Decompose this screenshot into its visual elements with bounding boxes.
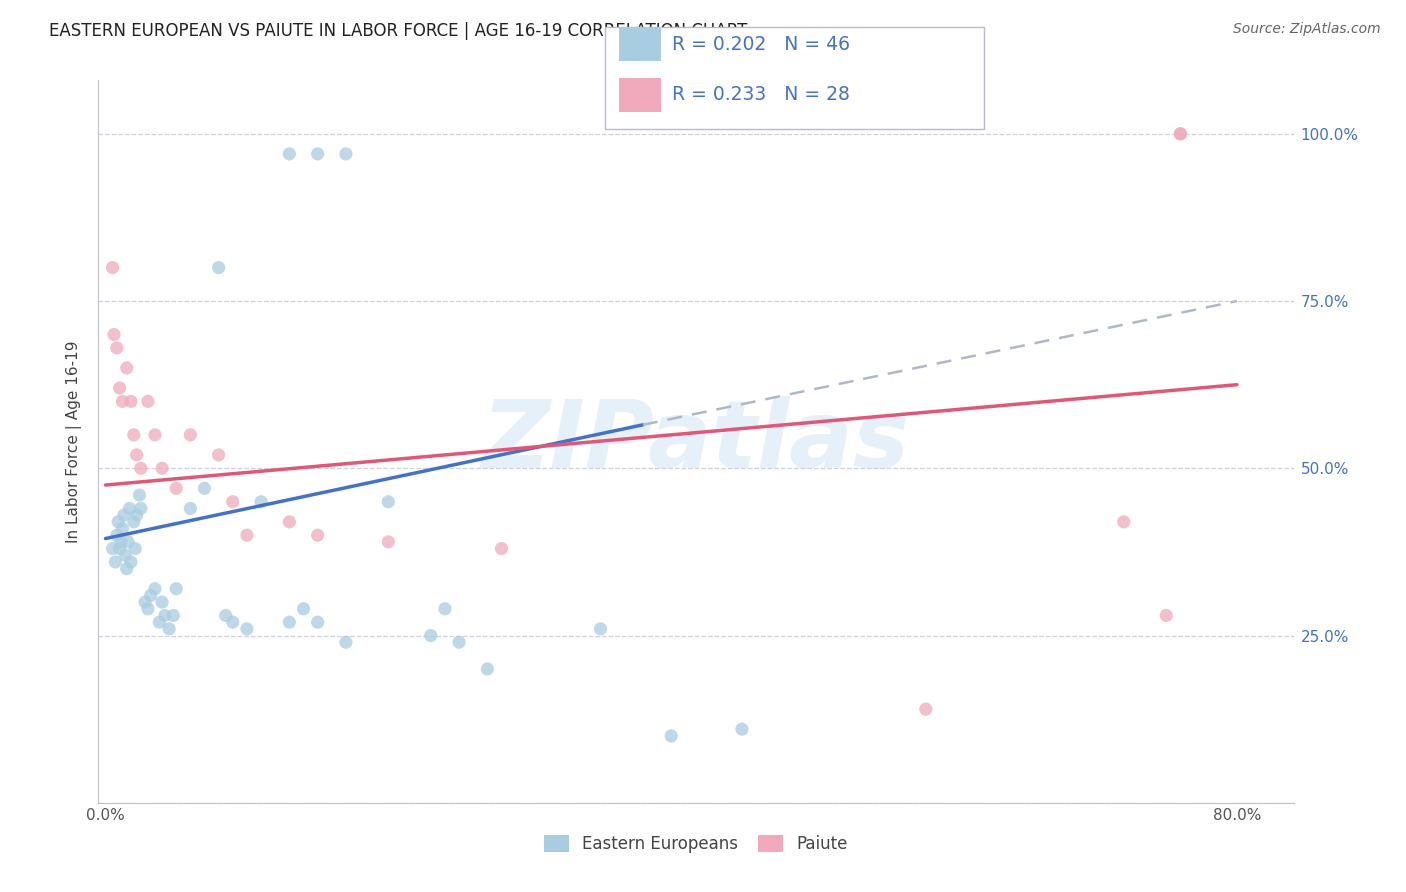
Point: [103, 327, 125, 342]
Point: [153, 608, 176, 623]
Point: [208, 448, 231, 462]
Point: [377, 534, 399, 549]
Point: [139, 589, 162, 603]
Point: [335, 635, 357, 649]
Text: ZIPatlas: ZIPatlas: [482, 395, 910, 488]
Point: [179, 501, 201, 516]
Point: [104, 555, 127, 569]
Point: [124, 541, 146, 556]
Legend: Eastern Europeans, Paiute: Eastern Europeans, Paiute: [537, 828, 855, 860]
Point: [105, 341, 128, 355]
Point: [419, 628, 441, 642]
Point: [150, 461, 173, 475]
Point: [1170, 127, 1192, 141]
Point: [107, 515, 129, 529]
Point: [143, 427, 166, 442]
Point: [1154, 608, 1177, 623]
Point: [307, 615, 329, 630]
Point: [115, 562, 138, 576]
Point: [114, 548, 136, 563]
Point: [914, 702, 936, 716]
Point: [108, 541, 131, 556]
Point: [449, 635, 471, 649]
Point: [1170, 127, 1192, 141]
Point: [105, 528, 128, 542]
Point: [165, 482, 187, 496]
Point: [148, 615, 170, 630]
Point: [589, 622, 612, 636]
Point: [108, 381, 131, 395]
Point: [128, 488, 150, 502]
Point: [165, 582, 187, 596]
Point: [433, 602, 456, 616]
Point: [236, 622, 259, 636]
Point: [117, 534, 139, 549]
Point: [278, 615, 301, 630]
Point: [129, 461, 152, 475]
Point: [162, 608, 184, 623]
Text: R = 0.202   N = 46: R = 0.202 N = 46: [672, 35, 851, 54]
Point: [111, 394, 134, 409]
Point: [120, 394, 142, 409]
Point: [215, 608, 238, 623]
Point: [143, 582, 166, 596]
Point: [377, 494, 399, 508]
Point: [115, 361, 138, 376]
Text: Source: ZipAtlas.com: Source: ZipAtlas.com: [1233, 22, 1381, 37]
Point: [278, 515, 301, 529]
Point: [307, 147, 329, 161]
Point: [335, 147, 357, 161]
Point: [1112, 515, 1135, 529]
Point: [136, 602, 159, 616]
Y-axis label: In Labor Force | Age 16-19: In Labor Force | Age 16-19: [66, 340, 83, 543]
Point: [150, 595, 173, 609]
Point: [112, 508, 135, 523]
Point: [292, 602, 315, 616]
Point: [110, 534, 132, 549]
Text: R = 0.233   N = 28: R = 0.233 N = 28: [672, 85, 851, 104]
Point: [278, 147, 301, 161]
Point: [118, 501, 141, 516]
Point: [659, 729, 682, 743]
Point: [208, 260, 231, 275]
Point: [125, 448, 148, 462]
Point: [157, 622, 180, 636]
Point: [134, 595, 156, 609]
Text: EASTERN EUROPEAN VS PAIUTE IN LABOR FORCE | AGE 16-19 CORRELATION CHART: EASTERN EUROPEAN VS PAIUTE IN LABOR FORC…: [49, 22, 748, 40]
Point: [236, 528, 259, 542]
Point: [222, 615, 245, 630]
Point: [122, 515, 145, 529]
Point: [136, 394, 159, 409]
Point: [250, 494, 273, 508]
Point: [731, 723, 754, 737]
Point: [101, 541, 124, 556]
Point: [125, 508, 148, 523]
Point: [193, 482, 215, 496]
Point: [491, 541, 513, 556]
Point: [101, 260, 124, 275]
Point: [122, 427, 145, 442]
Point: [307, 528, 329, 542]
Point: [179, 427, 201, 442]
Point: [111, 521, 134, 535]
Point: [129, 501, 152, 516]
Point: [120, 555, 142, 569]
Point: [222, 494, 245, 508]
Point: [477, 662, 499, 676]
